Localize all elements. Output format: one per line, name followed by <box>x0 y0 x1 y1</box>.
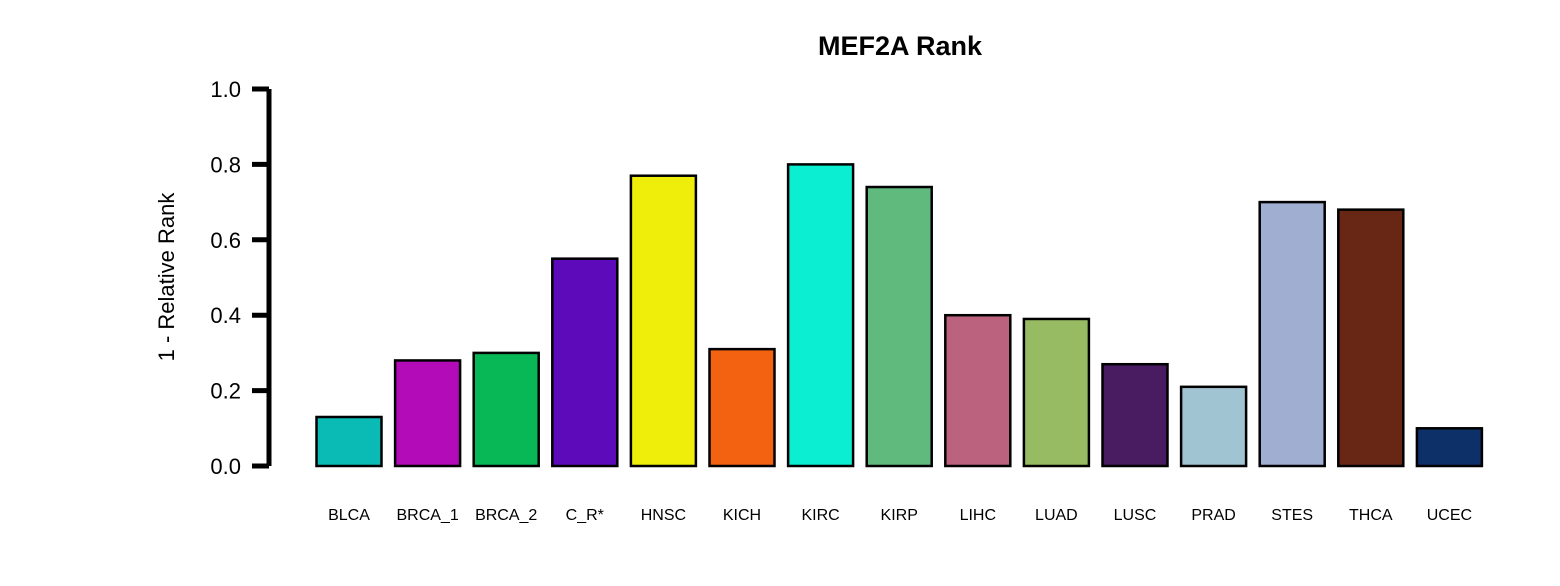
bar-brca-1 <box>393 359 462 468</box>
x-tick-label: STES <box>1271 507 1313 524</box>
y-tick-label: 0.8 <box>210 152 241 177</box>
bar-blca <box>315 415 383 468</box>
x-axis-tick-labels: BLCA BRCA_1 BRCA_2 C_R* HNSC KICH KIRC KIRP LIHC… <box>328 507 1472 524</box>
bar-kirc <box>786 163 855 468</box>
bar-lusc <box>1101 362 1169 468</box>
x-tick-label: KIRC <box>801 507 839 524</box>
x-tick-label: LIHC <box>960 507 996 524</box>
y-tick-label: 0.4 <box>210 303 241 328</box>
x-tick-label: HNSC <box>641 507 686 524</box>
x-tick-label: PRAD <box>1191 507 1235 524</box>
bar-kich <box>708 347 776 468</box>
bar-prad <box>1179 385 1248 468</box>
x-tick-label: THCA <box>1349 507 1393 524</box>
x-tick-label: BRCA_1 <box>396 507 458 524</box>
bar-brca-2 <box>472 351 540 468</box>
y-tick-label: 1.0 <box>210 77 241 102</box>
y-tick-label: 0.0 <box>210 454 241 479</box>
chart-title: MEF2A Rank <box>818 31 983 61</box>
x-tick-label: BLCA <box>328 507 370 524</box>
y-axis-label: 1 - Relative Rank <box>154 192 179 362</box>
y-axis-ticks: 0.0 0.2 0.4 0.6 0.8 1.0 <box>210 77 269 479</box>
y-tick-label: 0.2 <box>210 379 241 404</box>
x-tick-label: KIRP <box>881 507 918 524</box>
bar-kirp <box>865 185 933 468</box>
bar-luad <box>1022 317 1091 468</box>
y-tick-label: 0.6 <box>210 228 241 253</box>
bar-hnsc <box>629 174 698 468</box>
x-tick-label: BRCA_2 <box>475 507 537 524</box>
bar-ucec <box>1415 427 1484 468</box>
x-tick-label: C_R* <box>566 507 604 524</box>
bars <box>315 163 1484 468</box>
bar-thca <box>1337 208 1405 468</box>
bar-stes <box>1258 200 1326 468</box>
x-tick-label: KICH <box>723 507 761 524</box>
bar-lihc <box>944 313 1012 468</box>
x-tick-label: LUSC <box>1114 507 1157 524</box>
x-tick-label: UCEC <box>1427 507 1472 524</box>
x-tick-label: LUAD <box>1035 507 1078 524</box>
bar-c-r <box>551 257 619 468</box>
